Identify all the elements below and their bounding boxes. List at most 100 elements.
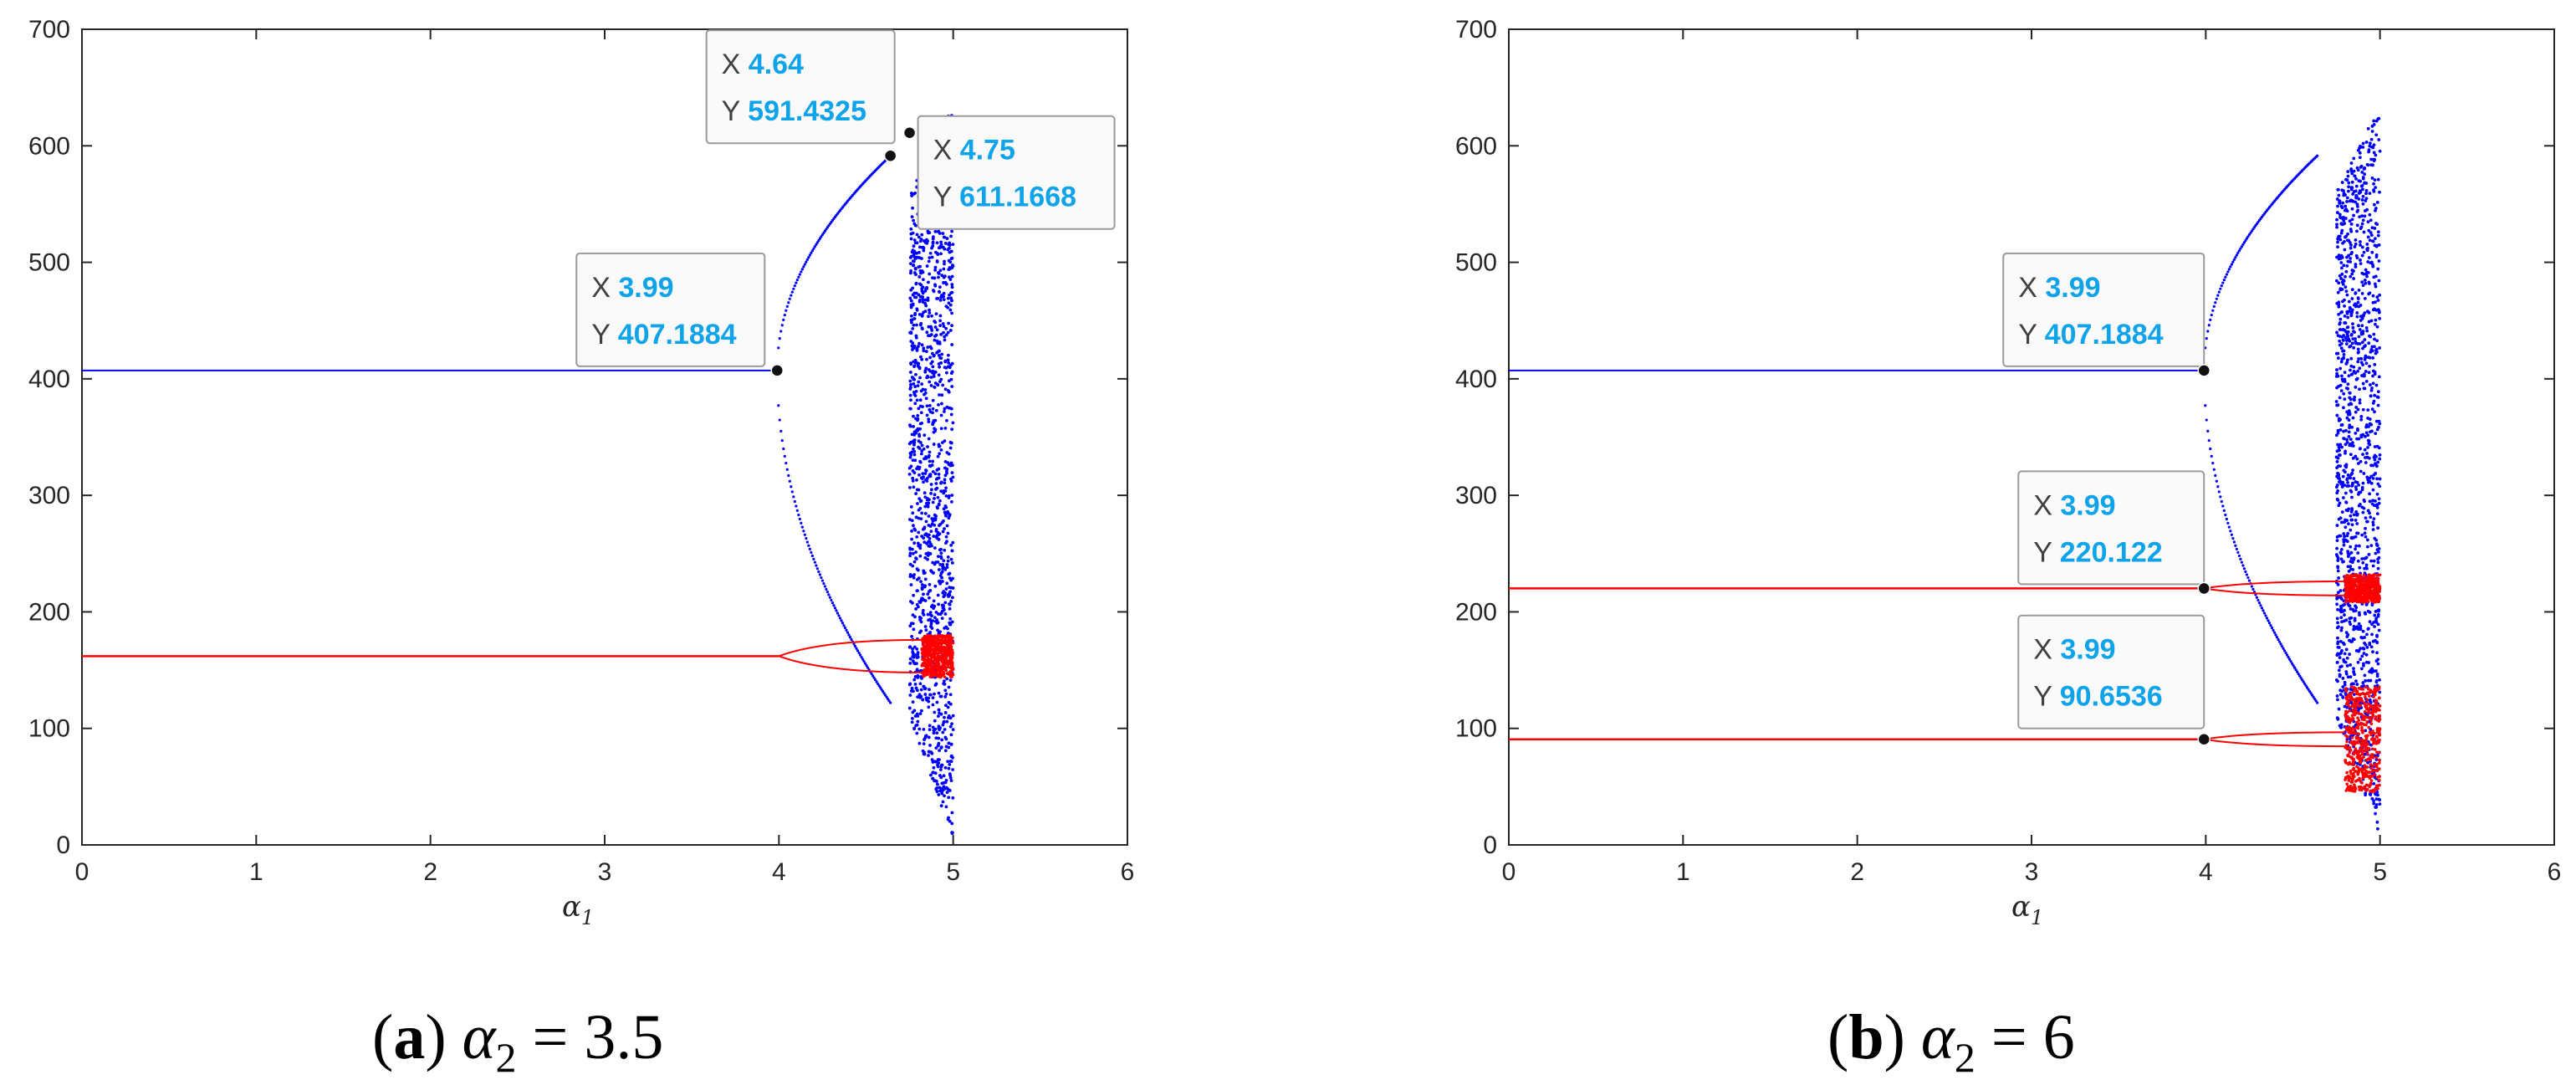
red-chaos-point [2369,766,2373,770]
blue-chaos-point [2370,407,2374,412]
blue-chaos-point [2364,192,2368,196]
datatip[interactable]: X 3.99Y 90.6536 [2017,614,2211,746]
blue-branch-point [805,537,808,540]
blue-chaos-point [920,357,924,361]
blue-branch-point [2207,324,2211,327]
blue-branch-point [2245,573,2249,576]
blue-branch-point [2225,273,2228,276]
blue-branch-point [2232,258,2236,261]
blue-chaos-point [2351,456,2355,460]
blue-branch-point [2280,644,2284,648]
red-chaos-point [2364,737,2369,741]
blue-branch-point [783,454,786,458]
datatip-marker[interactable] [2197,364,2211,377]
blue-chaos-point [921,698,925,702]
red-chaos-point [928,650,932,653]
blue-chaos-point [923,585,927,589]
blue-branch-point [2206,429,2210,432]
datatip[interactable]: X 4.75Y 611.1668 [902,115,1116,230]
blue-chaos-point [2370,226,2374,229]
blue-chaos-point [2371,564,2375,568]
red-chaos-point [2363,723,2366,727]
blue-chaos-point [2345,361,2349,364]
blue-chaos-point [2337,193,2341,197]
blue-chaos-point [2352,365,2356,369]
blue-chaos-point [2371,163,2374,167]
blue-chaos-point [912,255,917,259]
blue-chaos-point [942,720,946,724]
blue-chaos-point [2364,188,2369,192]
datatip-marker[interactable] [883,149,897,162]
blue-chaos-point [948,774,953,777]
blue-chaos-point [2372,202,2376,207]
blue-branch-point [2292,666,2297,669]
blue-chaos-point [945,566,949,569]
blue-chaos-point [912,382,916,386]
blue-chaos-point [944,305,948,309]
blue-chaos-point [2344,672,2349,676]
blue-chaos-point [949,412,953,417]
red-chaos-point [930,673,933,676]
datatip[interactable]: X 3.99Y 220.122 [2017,470,2211,596]
blue-chaos-point [949,755,953,759]
blue-chaos-point [925,241,929,245]
blue-chaos-point [933,472,938,476]
blue-chaos-point [923,388,928,392]
datatip-marker[interactable] [2197,732,2211,746]
blue-chaos-point [908,371,912,374]
blue-chaos-point [949,441,953,445]
datatip[interactable]: X 3.99Y 407.1884 [575,252,784,377]
datatip[interactable]: X 4.64Y 591.4325 [705,29,897,162]
blue-branch-point [2264,614,2267,617]
blue-chaos-point [933,546,937,550]
blue-chaos-point [930,544,933,548]
red-chaos-point [943,668,948,671]
red-chaos-point [2351,717,2355,721]
datatip[interactable]: X 3.99Y 407.1884 [2002,252,2211,377]
blue-chaos-point [2361,187,2364,192]
blue-chaos-point [939,427,943,431]
blue-chaos-point [933,523,937,527]
blue-chaos-point [939,551,943,555]
blue-chaos-point [2364,325,2369,330]
blue-chaos-point [919,617,923,620]
blue-chaos-point [911,293,915,297]
datatip-marker[interactable] [902,125,917,140]
blue-chaos-point [2363,172,2367,177]
blue-chaos-point [912,593,916,597]
blue-chaos-point [2378,678,2381,682]
blue-chaos-point [909,464,913,468]
blue-chaos-point [950,821,954,826]
blue-chaos-point [2339,520,2343,525]
blue-chaos-point [2350,443,2354,448]
blue-chaos-point [2358,151,2362,155]
datatip-marker[interactable] [2197,581,2211,596]
x-tick-label: 0 [1502,858,1516,886]
blue-chaos-point [943,473,948,478]
blue-branch-point [2236,251,2240,254]
blue-branch-point [2209,318,2212,321]
blue-chaos-point [2345,438,2349,442]
blue-branch-point [2274,633,2277,637]
blue-chaos-point [917,341,921,345]
blue-chaos-point [2358,613,2361,617]
blue-chaos-point [924,628,928,632]
red-chaos-point [2375,750,2379,754]
blue-chaos-point [908,393,912,397]
red-chaos-point [2373,691,2376,695]
blue-chaos-point [2354,238,2358,242]
datatip-marker[interactable] [770,364,784,377]
red-chaos-point [2346,580,2350,584]
blue-chaos-point [2374,504,2378,508]
blue-chaos-point [2338,396,2342,400]
red-chaos-point [2349,685,2354,688]
blue-chaos-point [2349,565,2353,569]
red-chaos-point [950,636,954,640]
blue-chaos-point [917,265,921,269]
blue-chaos-point [2364,555,2369,560]
red-chaos-point [2364,586,2367,591]
blue-chaos-point [949,477,953,481]
blue-branch-point [818,573,822,576]
blue-chaos-point [2359,315,2363,318]
blue-branch-point [2250,585,2254,588]
